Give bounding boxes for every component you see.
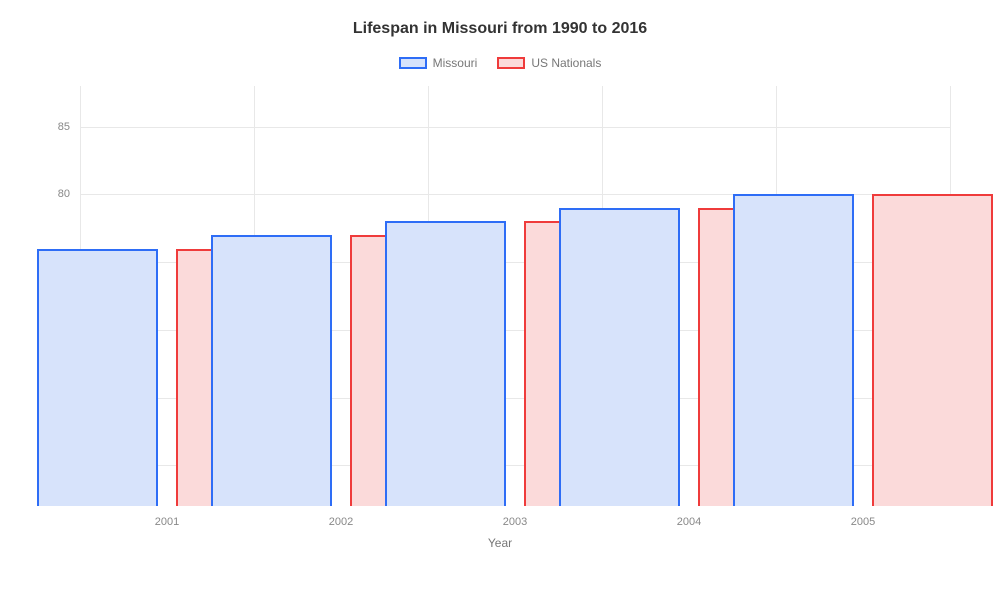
y-tick-label: 85	[58, 121, 70, 133]
bar[interactable]	[559, 208, 681, 506]
y-tick-label: 80	[58, 188, 70, 200]
legend-swatch	[399, 57, 427, 69]
x-tick-label: 2002	[329, 516, 353, 528]
bar[interactable]	[872, 194, 994, 506]
plot-area: Age 60657075808520012002200320042005	[80, 86, 950, 506]
x-tick-label: 2004	[677, 516, 701, 528]
bar[interactable]	[733, 194, 855, 506]
bars-layer	[80, 86, 950, 506]
x-axis-label: Year	[40, 536, 960, 550]
bar[interactable]	[37, 249, 159, 506]
legend-item[interactable]: Missouri	[399, 56, 478, 70]
x-tick-label: 2005	[851, 516, 875, 528]
chart-container: Lifespan in Missouri from 1990 to 2016 M…	[0, 0, 1000, 600]
bar[interactable]	[211, 235, 333, 506]
legend-item[interactable]: US Nationals	[497, 56, 601, 70]
x-tick-label: 2001	[155, 516, 179, 528]
chart-title: Lifespan in Missouri from 1990 to 2016	[40, 20, 960, 38]
legend-label: Missouri	[433, 56, 478, 70]
bar[interactable]	[385, 221, 507, 506]
legend: Missouri US Nationals	[40, 56, 960, 70]
legend-label: US Nationals	[531, 56, 601, 70]
x-tick-label: 2003	[503, 516, 527, 528]
legend-swatch	[497, 57, 525, 69]
